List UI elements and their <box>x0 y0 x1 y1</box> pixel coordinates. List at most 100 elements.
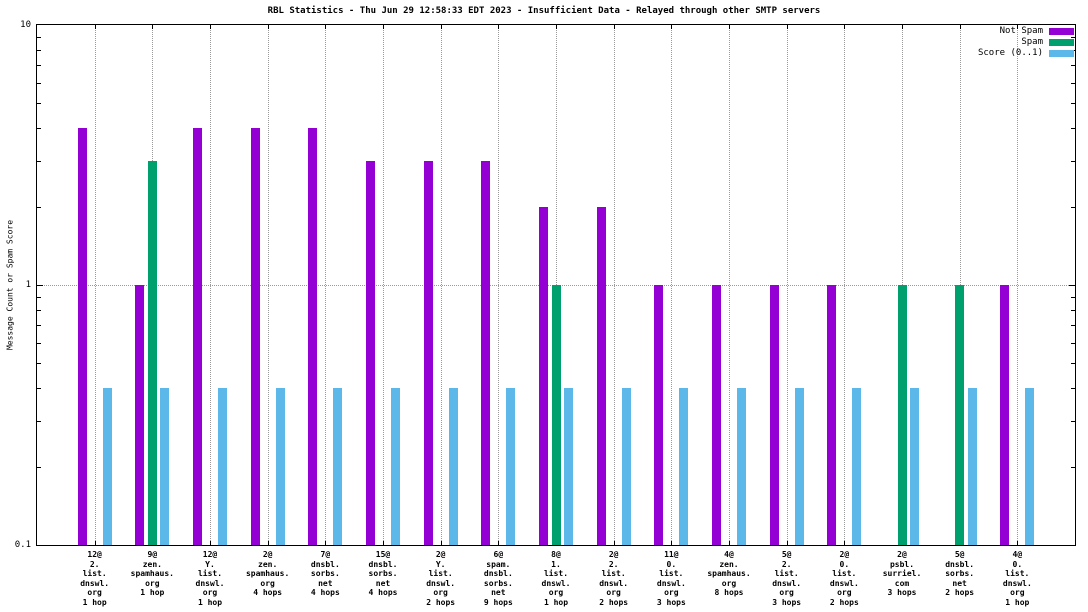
x-category-label-line: 2@ <box>435 550 446 559</box>
bar-not-spam <box>423 160 433 545</box>
x-category-label-line: sorbs. <box>945 569 975 578</box>
x-tick <box>383 541 384 545</box>
x-category-label-line: list. <box>1005 569 1030 578</box>
x-category-label-line: spamhaus. <box>707 569 751 578</box>
x-category-label-line: 4@ <box>1012 550 1023 559</box>
x-gridline <box>786 25 788 545</box>
x-category-label-line: list. <box>659 569 684 578</box>
x-category-label: 9@ zen. spamhaus. org 1 hop <box>121 550 183 598</box>
bar-spam <box>551 285 561 545</box>
x-category-label-line: 8 hops <box>714 588 744 597</box>
x-tick <box>959 25 961 29</box>
y-minor-tick <box>1071 325 1075 327</box>
x-category-label-line: dnswl. <box>599 578 629 588</box>
x-tick <box>94 25 96 29</box>
x-category-label-line: 0. <box>839 559 850 569</box>
x-gridline <box>729 25 730 545</box>
x-tick <box>729 25 730 29</box>
bar-not-spam <box>712 285 721 545</box>
x-tick <box>613 25 615 29</box>
x-category-label: 2@ psbl. surriel. com 3 hops <box>871 550 933 598</box>
x-category-label-line: org <box>664 588 679 597</box>
x-category-label-line: zen. <box>142 559 162 569</box>
x-category-label-line: 8@ <box>551 550 561 559</box>
bar-score-0-1 <box>910 388 919 545</box>
x-category-label-line: dnswl. <box>80 578 110 588</box>
x-category-label-line: dnsbl. <box>368 559 398 569</box>
x-category-label-line: com <box>894 578 910 588</box>
x-category-label-line: surriel. <box>882 569 922 578</box>
x-category-label-line: dnswl. <box>541 578 571 588</box>
x-category-label-line: org <box>260 578 275 588</box>
x-category-label-line: 9@ <box>147 550 158 559</box>
bar-score-0-1 <box>679 388 689 545</box>
x-tick <box>556 25 557 29</box>
x-category-label-line: 4 hops <box>368 588 398 597</box>
x-category-label: 8@ 1. list. dnswl. org 1 hop <box>525 550 587 607</box>
bar-not-spam <box>539 206 548 545</box>
x-category-label-line: 5@ <box>954 550 965 559</box>
x-tick <box>267 541 269 545</box>
x-gridline <box>267 25 269 545</box>
x-category-label: 12@ 2. list. dnswl. org 1 hop <box>64 550 126 607</box>
x-category-label-line: list. <box>428 569 453 578</box>
x-category-label-line: dnswl. <box>829 578 859 588</box>
x-category-label-line: 1 hop <box>140 588 165 597</box>
x-category-label-line: 4@ <box>724 550 734 559</box>
x-category-label-line: 2. <box>781 559 792 569</box>
x-tick <box>152 25 154 29</box>
bar-spam <box>147 160 157 545</box>
x-tick <box>844 25 846 29</box>
x-gridline <box>844 25 846 545</box>
y-major-tick <box>37 285 43 286</box>
score-swatch-icon <box>1049 50 1074 57</box>
x-category-label-line: org <box>1010 588 1025 597</box>
x-category-label-line: org <box>87 588 102 597</box>
bar-not-spam <box>769 285 779 545</box>
y-minor-tick <box>37 388 41 390</box>
x-category-label-line: 2@ <box>839 550 850 559</box>
x-gridline <box>671 25 673 545</box>
x-category-label: 7@ dnsbl. sorbs. net 4 hops <box>294 550 356 598</box>
x-category-label-line: 12@ <box>87 550 102 559</box>
x-category-label-line: 6@ <box>493 550 504 559</box>
bar-score-0-1 <box>564 388 573 545</box>
not-spam-swatch-icon <box>1049 28 1074 35</box>
y-minor-tick <box>37 363 41 365</box>
x-tick <box>1017 541 1019 545</box>
y-minor-tick <box>1071 363 1075 365</box>
x-category-label-line: spamhaus. <box>130 569 174 578</box>
bar-score-0-1 <box>102 388 112 545</box>
x-tick <box>902 25 903 29</box>
bar-not-spam <box>308 128 318 545</box>
y-minor-tick <box>1071 128 1075 130</box>
x-category-label-line: net <box>491 588 506 597</box>
legend-item-not-spam: Not Spam <box>978 26 1074 37</box>
x-category-label-line: dnsbl. <box>310 559 340 569</box>
x-category-label-line: 9 hops <box>483 597 513 607</box>
bar-not-spam <box>1000 285 1010 545</box>
y-minor-tick <box>37 50 41 52</box>
x-category-label-line: 2 hops <box>426 597 456 607</box>
x-tick <box>844 541 846 545</box>
x-tick <box>440 25 442 29</box>
bar-spam <box>955 285 965 545</box>
x-category-label-line: list. <box>197 569 223 578</box>
legend-label: Spam <box>1021 37 1043 47</box>
bar-not-spam <box>366 160 375 545</box>
x-category-label-line: dnswl. <box>195 578 225 588</box>
y-minor-tick <box>37 206 41 208</box>
x-category-label-line: psbl. <box>889 559 915 569</box>
y-major-tick <box>1069 285 1075 286</box>
x-tick <box>383 25 384 29</box>
y-minor-tick <box>1071 103 1075 105</box>
y-tick-label: 1 <box>25 280 31 290</box>
x-category-label: 4@ zen. spamhaus. org 8 hops <box>698 550 760 598</box>
y-minor-tick <box>1071 388 1075 390</box>
y-minor-tick <box>37 36 41 38</box>
x-category-label-line: 0. <box>1012 559 1023 569</box>
x-category-label-line: org <box>202 588 218 597</box>
y-minor-tick <box>37 420 41 422</box>
x-category-label-line: spam. <box>486 559 511 569</box>
